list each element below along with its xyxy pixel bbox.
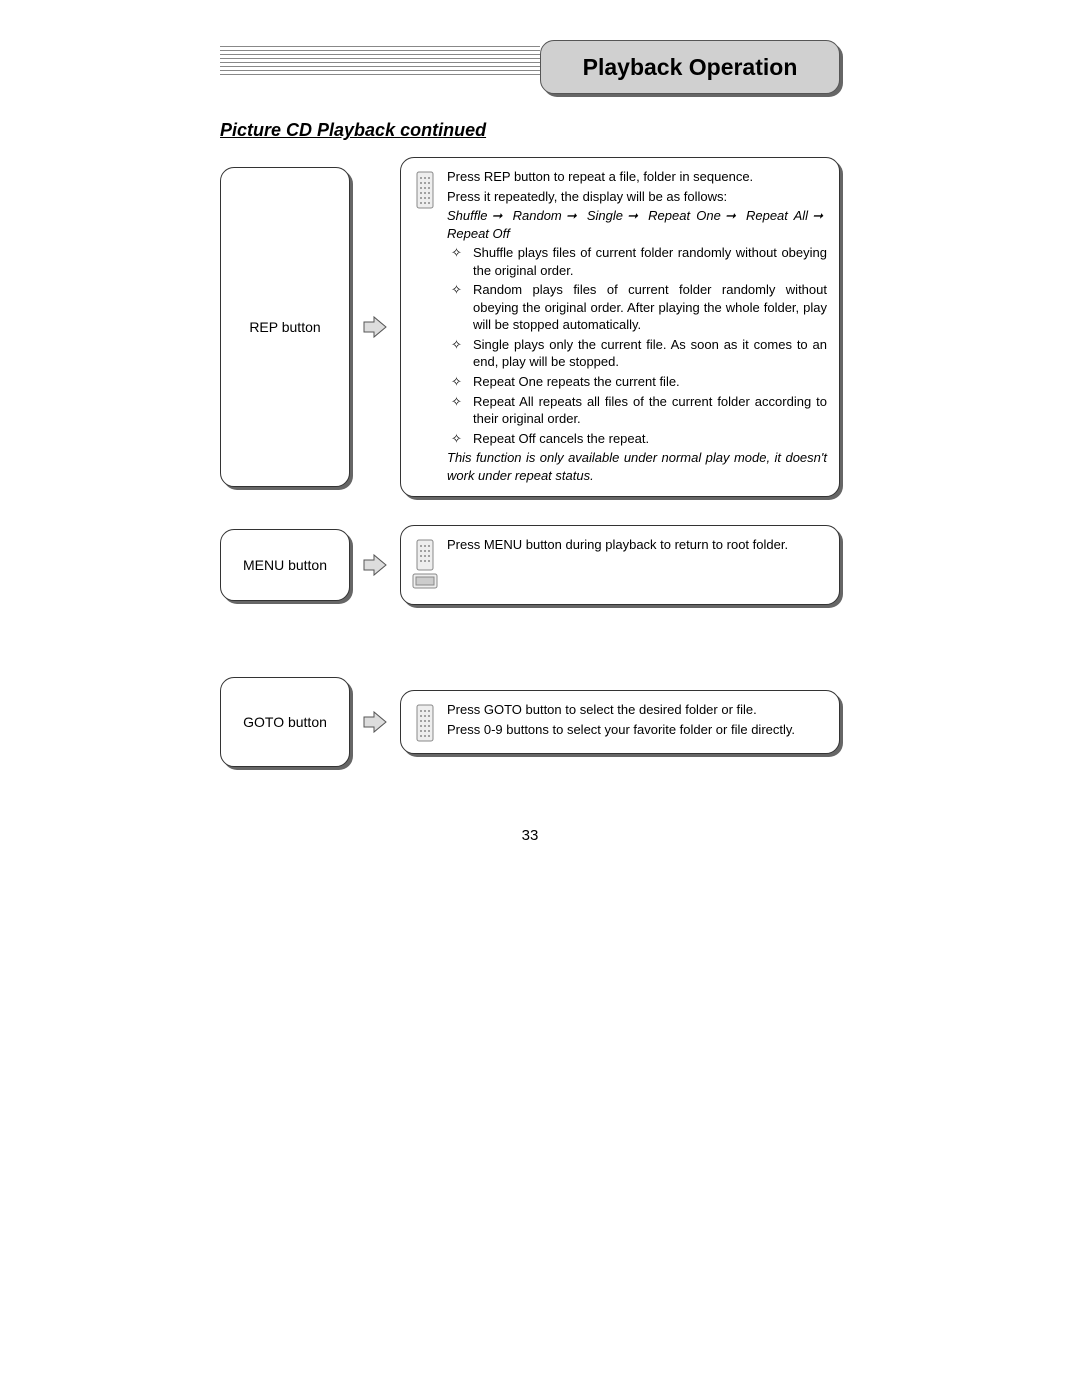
goto-button-box: GOTO button: [220, 677, 350, 767]
goto-row: GOTO button Press GOTO button to: [220, 677, 840, 767]
rep-row: REP button Press REP button to re: [220, 157, 840, 497]
section-subtitle: Picture CD Playback continued: [220, 120, 840, 141]
list-item: Repeat Off cancels the repeat.: [447, 430, 827, 448]
header: Playback Operation: [220, 40, 840, 100]
manual-page: Playback Operation Picture CD Playback c…: [220, 40, 840, 844]
rep-note: This function is only available under no…: [447, 449, 827, 484]
goto-text-2: Press 0-9 buttons to select your favorit…: [447, 721, 827, 739]
goto-button-label: GOTO button: [243, 714, 327, 730]
menu-text: Press MENU button during playback to ret…: [447, 536, 827, 554]
remote-icon: [411, 701, 439, 743]
header-title-tab: Playback Operation: [540, 40, 840, 94]
rep-intro-2: Press it repeatedly, the display will be…: [447, 188, 827, 206]
arrow-icon: [350, 709, 400, 735]
rep-intro-1: Press REP button to repeat a file, folde…: [447, 168, 827, 186]
menu-button-box: MENU button: [220, 529, 350, 601]
goto-description-box: Press GOTO button to select the desired …: [400, 690, 840, 754]
menu-description-box: Press MENU button during playback to ret…: [400, 525, 840, 605]
list-item: Repeat One repeats the current file.: [447, 373, 827, 391]
remote-with-player-icon: [411, 536, 439, 594]
arrow-icon: [350, 552, 400, 578]
list-item: Single plays only the current file. As s…: [447, 336, 827, 371]
rep-button-label: REP button: [249, 319, 320, 335]
arrow-icon: [350, 314, 400, 340]
header-title: Playback Operation: [583, 54, 798, 81]
rep-bullet-list: Shuffle plays files of current folder ra…: [447, 244, 827, 447]
header-rule-lines: [220, 46, 540, 78]
rep-sequence: Shuffle➞ Random➞ Single➞ Repeat One➞ Rep…: [447, 207, 827, 242]
rep-description-box: Press REP button to repeat a file, folde…: [400, 157, 840, 497]
goto-text-1: Press GOTO button to select the desired …: [447, 701, 827, 719]
remote-icon: [411, 168, 439, 486]
menu-row: MENU button Press MENU button dur: [220, 525, 840, 605]
page-number: 33: [220, 827, 840, 844]
menu-button-label: MENU button: [243, 557, 327, 573]
rep-description-text: Press REP button to repeat a file, folde…: [447, 168, 827, 486]
rep-button-box: REP button: [220, 167, 350, 487]
list-item: Shuffle plays files of current folder ra…: [447, 244, 827, 279]
menu-description-text: Press MENU button during playback to ret…: [447, 536, 827, 594]
list-item: Random plays files of current folder ran…: [447, 281, 827, 334]
list-item: Repeat All repeats all files of the curr…: [447, 393, 827, 428]
goto-description-text: Press GOTO button to select the desired …: [447, 701, 827, 743]
